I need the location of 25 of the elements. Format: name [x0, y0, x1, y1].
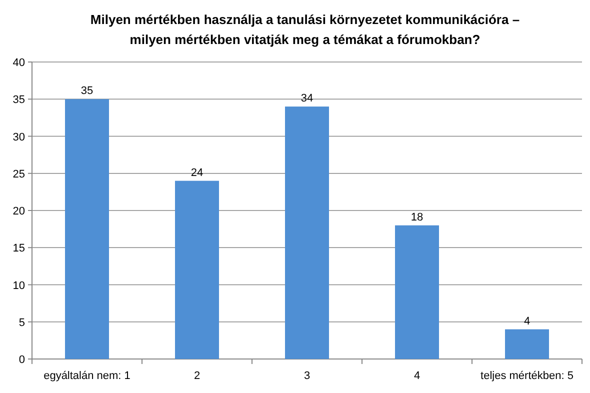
y-tick-label: 25 [12, 168, 25, 180]
y-tick-label: 0 [18, 354, 25, 366]
chart-title: Milyen mértékben használja a tanulási környezetet kommunikációra – milyen mértékben vitatják meg a témákat a fórumokban? [90, 12, 520, 47]
bar [65, 99, 109, 359]
y-tick-label: 15 [12, 242, 25, 255]
x-tick-label: 4 [414, 370, 420, 382]
x-tick-label: 2 [194, 370, 200, 382]
y-tick-label: 30 [12, 131, 25, 144]
y-tick-label: 20 [12, 206, 25, 218]
y-tick-label: 10 [12, 280, 25, 292]
data-label: 4 [524, 315, 530, 328]
x-tick-label: egyáltalán nem: 1 [44, 370, 130, 382]
data-label: 18 [410, 211, 424, 224]
bar [505, 329, 549, 359]
y-tick-label: 5 [18, 316, 25, 329]
bar [285, 106, 329, 359]
x-tick-label: teljes mértékben: 5 [480, 370, 574, 382]
bar [395, 225, 439, 359]
bar [175, 180, 219, 359]
data-label: 34 [300, 92, 314, 105]
y-tick-label: 40 [12, 57, 25, 69]
x-tick-label: 3 [304, 370, 310, 382]
data-label: 35 [80, 85, 94, 98]
data-label: 24 [190, 166, 204, 179]
y-tick-label: 35 [12, 94, 25, 106]
